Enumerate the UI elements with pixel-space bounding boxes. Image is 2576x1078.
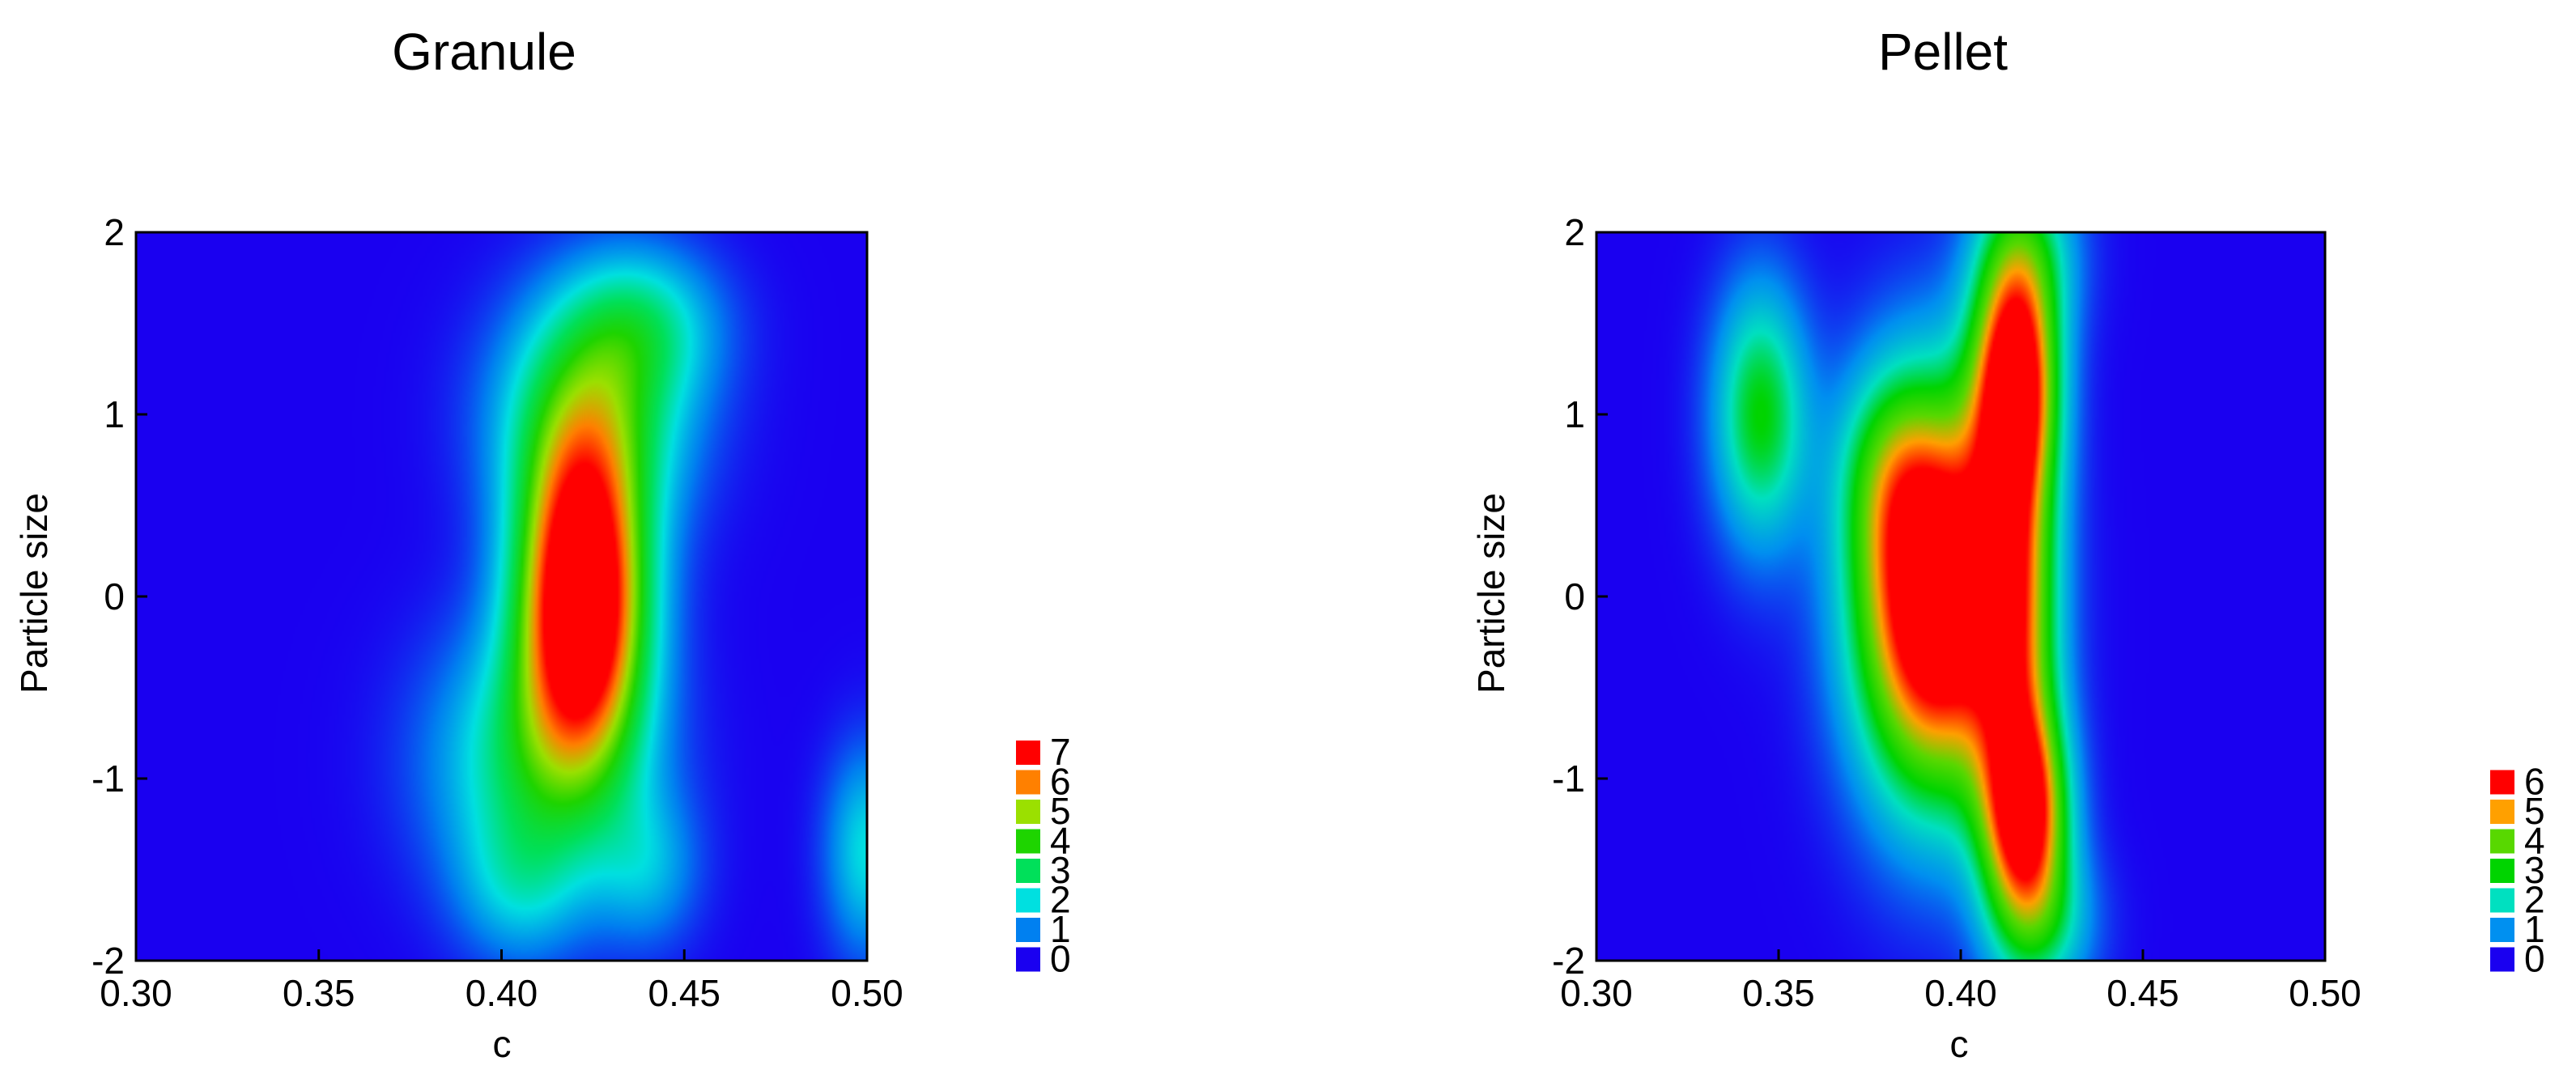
- heatmap-image-granule: [136, 232, 867, 961]
- x-tick-label: 0.30: [1560, 972, 1633, 1014]
- x-axis-label-pellet: c: [1950, 1023, 1969, 1065]
- legend-swatch: [1016, 918, 1040, 942]
- y-axis-label-pellet: Particle size: [1470, 493, 1512, 694]
- legend-swatch: [2490, 859, 2514, 883]
- x-tick-label: 0.50: [831, 972, 903, 1014]
- x-tick-label: 0.40: [465, 972, 538, 1014]
- legend-swatch: [1016, 947, 1040, 972]
- y-tick-label: -2: [91, 940, 125, 982]
- x-tick-label: 0.45: [2106, 972, 2179, 1014]
- x-tick-label: 0.35: [283, 972, 355, 1014]
- legend-label: 2: [1050, 879, 1071, 921]
- legend-label: 0: [2524, 938, 2545, 980]
- legend-label: 2: [2524, 879, 2545, 921]
- legend-swatch: [2490, 918, 2514, 942]
- x-tick-label: 0.35: [1742, 972, 1815, 1014]
- legend-swatch: [1016, 770, 1040, 795]
- x-axis-label-granule: c: [493, 1023, 512, 1065]
- legend-label: 7: [1050, 731, 1071, 773]
- y-tick-label: -1: [1552, 758, 1585, 800]
- legend-swatch: [2490, 947, 2514, 972]
- legend-swatch: [2490, 888, 2514, 913]
- x-ticks-pellet: 0.30 0.35 0.40 0.45 0.50: [1560, 949, 2361, 1014]
- legend-swatch: [1016, 859, 1040, 883]
- legend-label: 6: [2524, 761, 2545, 803]
- legend-label: 3: [2524, 849, 2545, 891]
- legend-label: 0: [1050, 938, 1071, 980]
- legend-label: 6: [1050, 761, 1071, 803]
- legend-swatch: [1016, 888, 1040, 913]
- legend-label: 1: [2524, 908, 2545, 950]
- x-tick-label: 0.45: [648, 972, 721, 1014]
- legend-swatch: [2490, 800, 2514, 824]
- y-tick-label: 0: [104, 575, 125, 618]
- x-tick-label: 0.40: [1924, 972, 1997, 1014]
- y-axis-label-granule: Particle size: [13, 493, 55, 694]
- legend-label: 5: [1050, 790, 1071, 832]
- legend-label: 4: [1050, 820, 1071, 862]
- heatmap-image-pellet: [1596, 232, 2325, 961]
- legend-swatch: [1016, 829, 1040, 854]
- y-tick-label: 2: [1564, 211, 1585, 253]
- y-ticks-granule: 2 1 0 -1 -2: [91, 211, 147, 982]
- x-tick-label: 0.30: [100, 972, 172, 1014]
- x-ticks-granule: 0.30 0.35 0.40 0.45 0.50: [100, 949, 903, 1014]
- chart-title-granule: Granule: [392, 23, 576, 81]
- legend-swatch: [1016, 741, 1040, 765]
- legend-label: 1: [1050, 908, 1071, 950]
- y-tick-label: 2: [104, 211, 125, 253]
- legend-label: 4: [2524, 820, 2545, 862]
- y-ticks-pellet: 2 1 0 -1 -2: [1552, 211, 1608, 982]
- x-tick-label: 0.50: [2289, 972, 2361, 1014]
- legend-label: 5: [2524, 790, 2545, 832]
- legend-label: 3: [1050, 849, 1071, 891]
- y-tick-label: 0: [1564, 575, 1585, 618]
- granule-panel: Granule 0.30 0.35 0.40 0.45 0.50 210-1-2 c P…: [13, 23, 1071, 1065]
- y-tick-label: 1: [104, 393, 125, 435]
- legend-swatch: [2490, 770, 2514, 795]
- pellet-panel: Pellet 0.30 0.35 0.40 0.45 0.50 210-1-2 c Pa…: [1470, 23, 2545, 1065]
- y-tick-label: 1: [1564, 393, 1585, 435]
- y-tick-label: -2: [1552, 940, 1585, 982]
- legend-swatch: [2490, 829, 2514, 854]
- legend-swatch: [1016, 800, 1040, 824]
- chart-title-pellet: Pellet: [1878, 23, 2008, 81]
- y-tick-label: -1: [91, 758, 125, 800]
